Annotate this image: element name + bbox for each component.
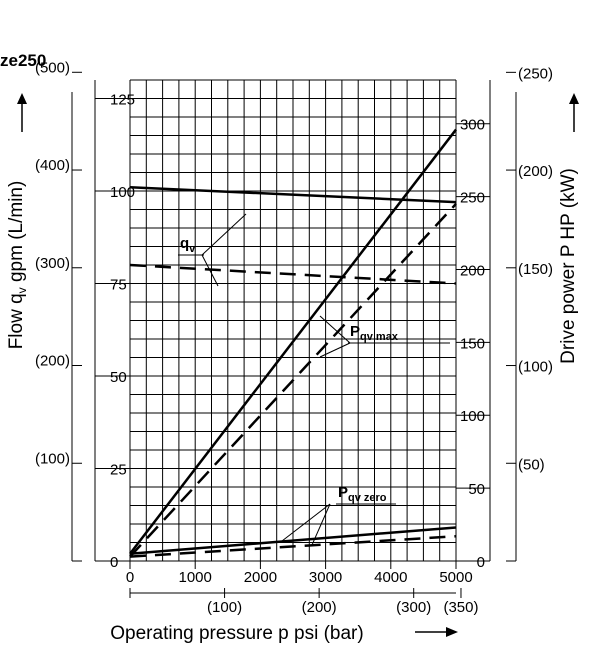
y-axis-label-right: Drive power P HP (kW) (558, 168, 579, 364)
x-tick-label: 0 (126, 569, 134, 586)
callout-pqv-max-main: P (350, 323, 360, 340)
x-tick-label: 1000 (179, 569, 212, 586)
callout-pqv-zero-leader (281, 503, 331, 542)
series-line (129, 263, 457, 285)
y-tick-label-hp: 0 (477, 554, 485, 571)
y-axis-arrowhead-right (569, 93, 579, 104)
y-axis-label-left-sub: v (15, 287, 29, 293)
callout-qv-main: q (180, 235, 189, 252)
y-axis-label-left-part: Flow q (6, 293, 27, 349)
series-line (129, 534, 457, 558)
callout-qv-sub: v (189, 243, 196, 255)
chart-grid (129, 79, 457, 562)
x-tick-label-bar: (300) (396, 599, 431, 616)
x-tick-label: 5000 (439, 569, 472, 586)
y-tick-label-lmin: (300) (35, 255, 70, 272)
series-line (129, 203, 457, 558)
series-line (129, 128, 457, 555)
series-line (129, 526, 457, 555)
y-tick-label-hp: 100 (460, 408, 485, 425)
y-tick-label-hp: 150 (460, 335, 485, 352)
callout-pqv-zero-sub: qv zero (348, 492, 387, 504)
y-tick-label-gpm: 100 (110, 184, 135, 201)
callout-pqv-max: Pqv max (350, 323, 399, 343)
x-tick-label: 2000 (244, 569, 277, 586)
chart-series (129, 128, 457, 558)
y-tick-label-lmin: (200) (35, 353, 70, 370)
y-axis-label-left: Flow qv gpm (L/min) (6, 181, 29, 350)
x-tick-label-bar: (100) (207, 599, 242, 616)
callout-pqv-zero-main: P (338, 484, 348, 501)
chart-axes (17, 71, 579, 637)
y-tick-label-kw: (150) (518, 261, 553, 278)
callout-pqv-max-leader (319, 342, 351, 358)
y-tick-label-gpm: 50 (110, 369, 127, 386)
y-tick-label-lmin: (400) (35, 157, 70, 174)
y-tick-label-kw: (50) (518, 456, 545, 473)
y-tick-label-hp: 250 (460, 190, 485, 207)
chart-labels: 0 1000 2000 3000 4000 5000(100) (200) (300) (350… (6, 59, 579, 644)
callout-pqv-max-sub: qv max (360, 331, 399, 343)
x-tick-label: 3000 (309, 569, 342, 586)
y-tick-label-gpm: 0 (110, 554, 118, 571)
y-axis-label-left-part: gpm (L/min) (6, 181, 27, 288)
y-tick-label-kw: (200) (518, 163, 553, 180)
y-tick-label-lmin: (100) (35, 450, 70, 467)
x-tick-label: 4000 (374, 569, 407, 586)
y-tick-label-hp: 200 (460, 262, 485, 279)
y-tick-label-hp: 50 (468, 481, 485, 498)
callout-qv: qv (180, 235, 196, 255)
y-tick-label-gpm: 75 (110, 277, 127, 294)
callout-pqv-zero-leader (311, 503, 331, 546)
callout-pqv-zero: Pqv zero (338, 484, 387, 504)
y-tick-label-lmin: (500) (35, 59, 70, 76)
callout-pqv-max-leader (319, 315, 351, 344)
callout-qv-leader (201, 254, 219, 287)
y-axis-arrowhead-left (17, 93, 27, 104)
x-tick-label-bar: (350) (443, 599, 478, 616)
y-tick-label-gpm: 25 (110, 462, 127, 479)
x-axis-arrowhead (446, 627, 458, 637)
y-tick-label-kw: (250) (518, 65, 553, 82)
callout-qv-leader (201, 213, 247, 256)
y-tick-label-gpm: 125 (110, 92, 135, 109)
y-tick-label-hp: 300 (460, 117, 485, 134)
chart-title: ze250 (0, 51, 46, 70)
x-axis-label: Operating pressure p psi (bar) (110, 623, 363, 644)
y-tick-label-kw: (100) (518, 359, 553, 376)
x-tick-label-bar: (200) (302, 599, 337, 616)
